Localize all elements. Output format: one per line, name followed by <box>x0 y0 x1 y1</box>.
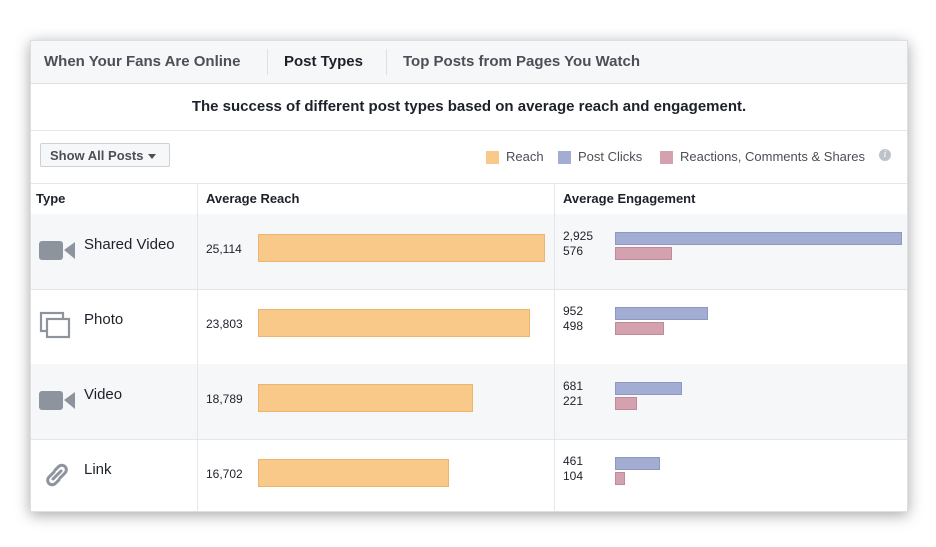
reach-value-label: 16,702 <box>206 467 243 481</box>
legend-item-post-clicks: Post Clicks <box>558 149 642 165</box>
legend-label: Reach <box>506 149 544 164</box>
post-clicks-value-label: 461 <box>563 454 584 468</box>
post-clicks-bar <box>615 382 682 395</box>
table-header: Type Average Reach Average Engagement <box>31 183 907 215</box>
post-type-label: Photo <box>84 311 124 328</box>
link-chain-icon <box>39 460 75 490</box>
column-header-type: Type <box>36 191 66 206</box>
insights-card: When Your Fans Are Online Post Types Top… <box>30 40 908 512</box>
reach-bar <box>258 384 473 412</box>
legend-item-reactions: Reactions, Comments & Shares <box>660 149 865 165</box>
column-divider <box>197 183 198 511</box>
reactions-value-label: 104 <box>563 469 584 483</box>
post-clicks-value-label: 681 <box>563 379 584 393</box>
info-icon[interactable]: i <box>879 149 891 161</box>
tab-top-posts[interactable]: Top Posts from Pages You Watch <box>403 53 640 70</box>
photo-album-icon <box>39 310 75 340</box>
reach-bar <box>258 309 530 337</box>
column-divider <box>554 183 555 511</box>
video-camera-icon <box>39 385 75 415</box>
tab-divider <box>267 49 268 75</box>
column-header-average-reach: Average Reach <box>206 191 300 206</box>
reactions-value-label: 576 <box>563 244 584 258</box>
post-clicks-bar <box>615 232 902 245</box>
post-type-label: Shared Video <box>84 236 175 253</box>
table-row: Video 18,789 681 221 <box>31 364 907 440</box>
reactions-value-label: 498 <box>563 319 584 333</box>
tab-divider <box>386 49 387 75</box>
reach-value-label: 25,114 <box>206 242 242 256</box>
table-row: Shared Video 25,114 2,925 576 <box>31 214 907 290</box>
reactions-value-label: 221 <box>563 394 584 408</box>
legend-item-reach: Reach <box>486 149 544 165</box>
tab-fans-online[interactable]: When Your Fans Are Online <box>44 53 241 70</box>
reactions-bar <box>615 247 672 260</box>
dropdown-label: Show All Posts <box>50 148 144 163</box>
video-camera-icon <box>39 235 75 265</box>
reactions-bar <box>615 472 625 485</box>
post-clicks-bar <box>615 307 708 320</box>
post-clicks-value-label: 952 <box>563 304 584 318</box>
legend-label: Post Clicks <box>578 149 643 164</box>
post-clicks-bar <box>615 457 660 470</box>
table-row: Photo 23,803 952 498 <box>31 289 907 365</box>
column-header-average-engagement: Average Engagement <box>563 191 696 206</box>
reach-bar <box>258 459 449 487</box>
legend-label: Reactions, Comments & Shares <box>680 149 865 164</box>
caret-down-icon <box>148 154 157 160</box>
legend-swatch-reactions <box>660 151 673 165</box>
reach-value-label: 18,789 <box>206 392 243 406</box>
legend-swatch-reach <box>486 151 499 165</box>
show-all-posts-dropdown[interactable]: Show All Posts <box>40 143 170 167</box>
post-type-label: Link <box>84 461 112 478</box>
reach-bar <box>258 234 545 262</box>
legend-swatch-post-clicks <box>558 151 571 165</box>
table-row: Link 16,702 461 104 <box>31 439 907 511</box>
reactions-bar <box>615 397 637 410</box>
post-type-label: Video <box>84 386 123 403</box>
reach-value-label: 23,803 <box>206 317 243 331</box>
section-subtitle: The success of different post types base… <box>31 84 907 131</box>
reactions-bar <box>615 322 664 335</box>
tab-post-types[interactable]: Post Types <box>284 53 363 70</box>
post-clicks-value-label: 2,925 <box>563 229 594 243</box>
tab-bar: When Your Fans Are Online Post Types Top… <box>31 41 907 84</box>
